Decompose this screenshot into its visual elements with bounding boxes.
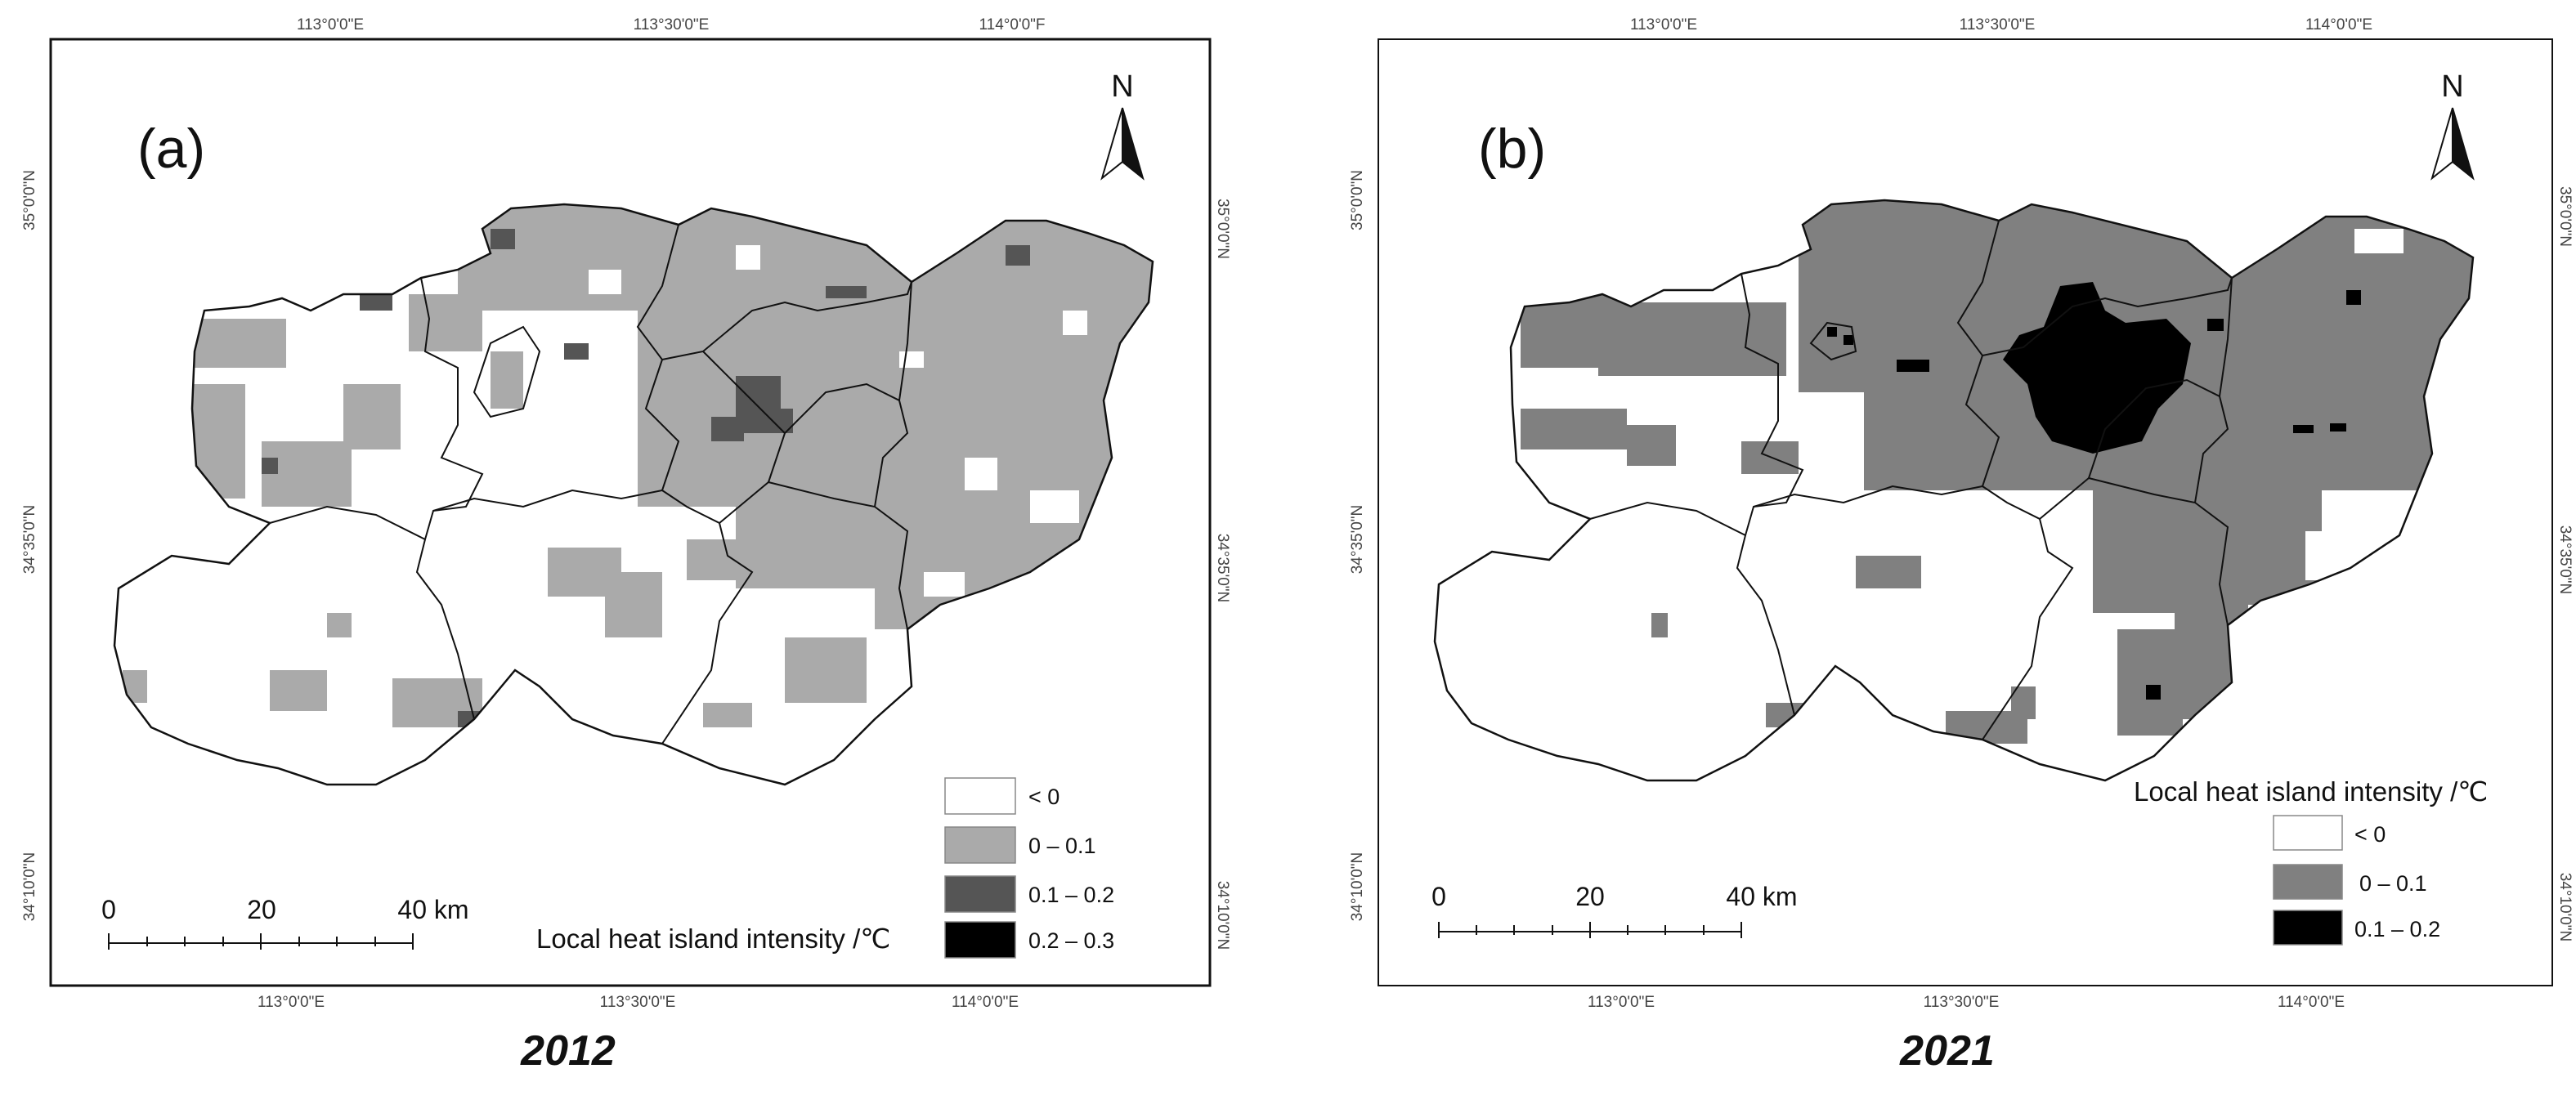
legend-swatch (944, 826, 1016, 864)
left-tick: 34°10'0"N (1349, 852, 1366, 922)
right-tick: 34°10'0"N (2556, 873, 2574, 942)
legend-label: 0 – 0.1 (1028, 834, 1096, 858)
study-area-map (1433, 199, 2475, 782)
panel-b: 113°0'0"E 113°30'0"E 114°0'0"E 113°0'0"E… (1349, 16, 2574, 1075)
north-arrow-icon: N (2430, 69, 2475, 181)
panel-year: 2021 (1899, 1027, 1995, 1075)
bottom-tick: 113°30'0"E (600, 994, 676, 1011)
legend-label: 0.1 – 0.2 (1028, 883, 1114, 907)
legend-swatch (944, 777, 1016, 815)
legend-label: 0.2 – 0.3 (1028, 928, 1114, 953)
north-label: N (1111, 69, 1133, 104)
top-tick: 113°30'0"E (634, 16, 710, 34)
top-tick: 114°0'0"F (979, 16, 1045, 34)
scale-label: 20 (247, 895, 276, 924)
legend-label: < 0 (2354, 822, 2386, 847)
top-tick: 113°0'0"E (1630, 16, 1697, 34)
right-tick: 34°35'0"N (1214, 534, 1231, 603)
legend-swatch (2273, 910, 2343, 946)
legend: Local heat island intensity /℃ < 0 0 – 0… (2134, 776, 2488, 946)
right-tick: 34°35'0"N (2556, 525, 2574, 595)
panel-label: (b) (1478, 118, 1546, 180)
legend-swatch (2273, 864, 2343, 900)
left-tick: 34°35'0"N (21, 505, 38, 575)
bottom-tick: 113°30'0"E (1924, 994, 2000, 1011)
panel-year: 2012 (520, 1027, 616, 1075)
bottom-tick: 113°0'0"E (1588, 994, 1655, 1011)
legend-label: < 0 (1028, 785, 1060, 809)
bottom-tick: 114°0'0"E (2278, 994, 2345, 1011)
north-label: N (2441, 69, 2463, 104)
scale-label: 0 (1431, 882, 1446, 911)
legend: < 0 0 – 0.1 0.1 – 0.2 0.2 – 0.3 Local he… (536, 777, 1114, 959)
legend-swatch (944, 875, 1016, 913)
legend-title: Local heat island intensity /℃ (2134, 776, 2488, 807)
scale-label: 40 km (1726, 882, 1797, 911)
left-tick: 35°0'0"N (1349, 170, 1366, 230)
scale-label: 0 (101, 895, 116, 924)
legend-label: 0.1 – 0.2 (2354, 917, 2440, 941)
top-tick: 113°30'0"E (1960, 16, 2036, 34)
legend-swatch (944, 921, 1016, 959)
bottom-tick: 113°0'0"E (258, 994, 325, 1011)
panel-a: 113°0'0"E 113°30'0"E 114°0'0"F 113°0'0"E… (21, 16, 1231, 1075)
right-tick: 35°0'0"N (1214, 199, 1231, 259)
left-tick: 34°35'0"N (1349, 505, 1366, 575)
panel-label: (a) (137, 118, 205, 180)
left-tick: 35°0'0"N (21, 170, 38, 230)
legend-label: 0 – 0.1 (2359, 871, 2427, 896)
right-tick: 34°10'0"N (1214, 881, 1231, 950)
scale-label: 40 km (397, 895, 468, 924)
right-tick: 35°0'0"N (2556, 186, 2574, 247)
scale-bar: 0 20 40 km (1431, 882, 1798, 938)
top-tick: 113°0'0"E (297, 16, 364, 34)
legend-swatch (2273, 815, 2343, 851)
top-tick: 114°0'0"E (2305, 16, 2372, 34)
north-arrow-icon: N (1100, 69, 1145, 181)
scale-bar: 0 20 40 km (101, 895, 469, 950)
bottom-tick: 114°0'0"E (952, 994, 1019, 1011)
legend-title: Local heat island intensity /℃ (536, 923, 890, 954)
scale-label: 20 (1575, 882, 1605, 911)
left-tick: 34°10'0"N (21, 852, 38, 922)
